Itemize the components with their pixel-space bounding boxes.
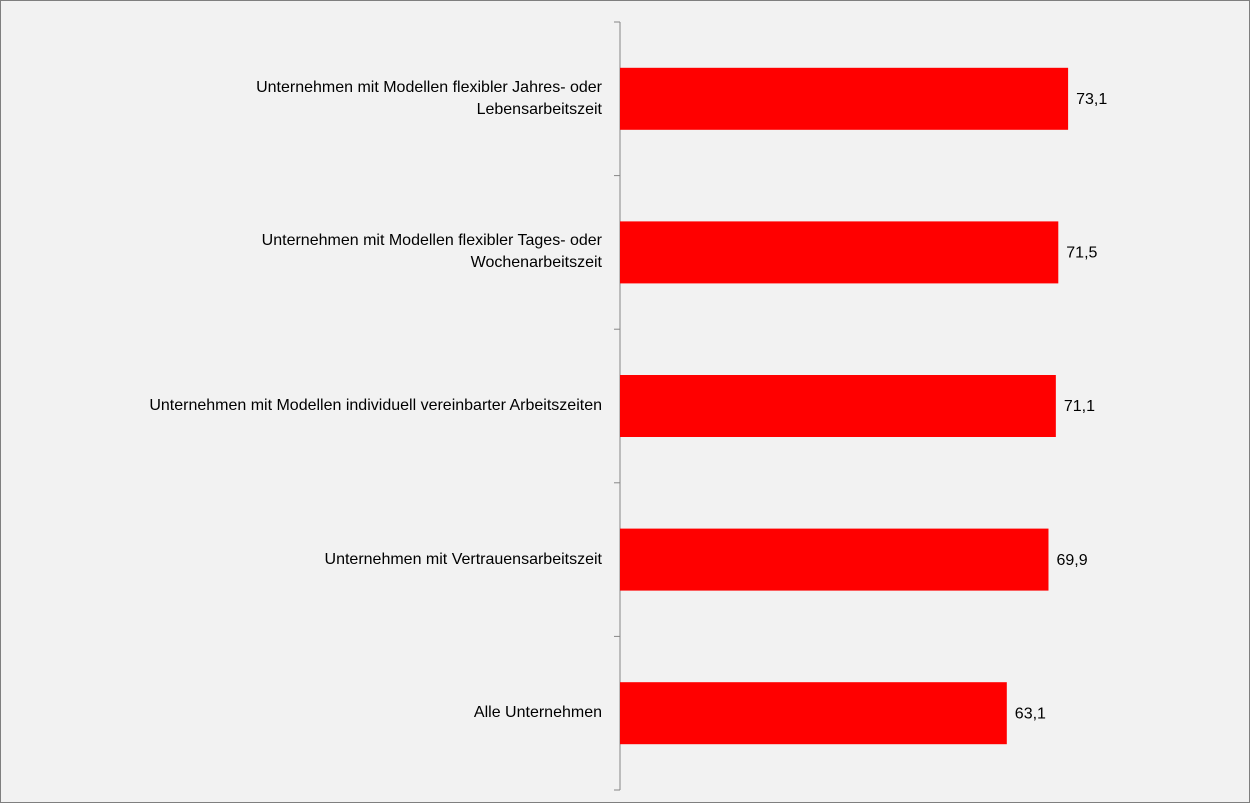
value-label: 71,5 xyxy=(1066,245,1097,262)
category-label: Unternehmen mit Modellen flexibler Tages… xyxy=(261,232,602,272)
bar xyxy=(620,67,1069,130)
category-label: Unternehmen mit Vertrauensarbeitszeit xyxy=(324,550,602,568)
value-label: 73,1 xyxy=(1076,91,1107,108)
bar xyxy=(620,221,1059,284)
value-label: 63,1 xyxy=(1015,705,1046,722)
bar xyxy=(620,375,1056,437)
bar xyxy=(620,682,1007,745)
value-label: 71,1 xyxy=(1064,398,1095,415)
category-label: Unternehmen mit Modellen individuell ver… xyxy=(149,397,602,414)
bar xyxy=(620,528,1049,591)
category-label: Unternehmen mit Modellen flexibler Jahre… xyxy=(256,78,602,118)
value-label: 69,9 xyxy=(1056,552,1087,569)
category-label: Alle Unternehmen xyxy=(473,704,602,722)
